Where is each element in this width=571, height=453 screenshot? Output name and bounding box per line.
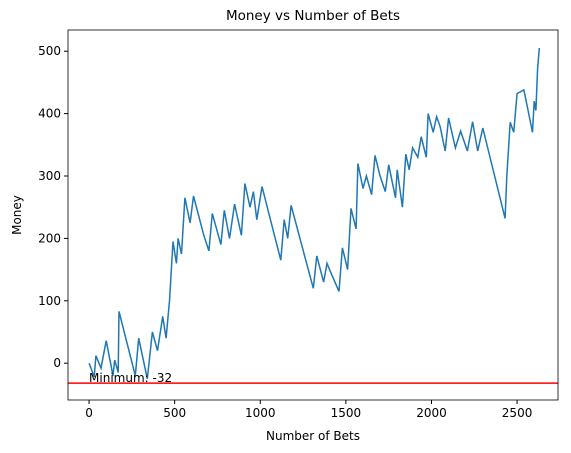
y-tick-label: 300 [38, 169, 61, 183]
y-axis-label: Money [10, 195, 24, 235]
chart-title: Money vs Number of Bets [226, 8, 400, 24]
y-tick-label: 400 [38, 107, 61, 121]
y-tick-label: 200 [38, 231, 61, 245]
data-line [88, 48, 541, 379]
x-axis-label: Number of Bets [266, 429, 360, 443]
y-tick-label: 0 [53, 356, 61, 370]
x-tick-label: 500 [163, 406, 186, 420]
y-tick-label: 100 [38, 294, 61, 308]
x-tick-label: 0 [85, 406, 93, 420]
x-tick-label: 2000 [416, 406, 447, 420]
x-tick-label: 1000 [245, 406, 276, 420]
minimum-label: Minimum: -32 [89, 371, 172, 385]
plot-frame [67, 29, 559, 401]
x-tick-label: 2500 [502, 406, 533, 420]
x-tick-label: 1500 [331, 406, 362, 420]
y-tick-label: 500 [38, 44, 61, 58]
